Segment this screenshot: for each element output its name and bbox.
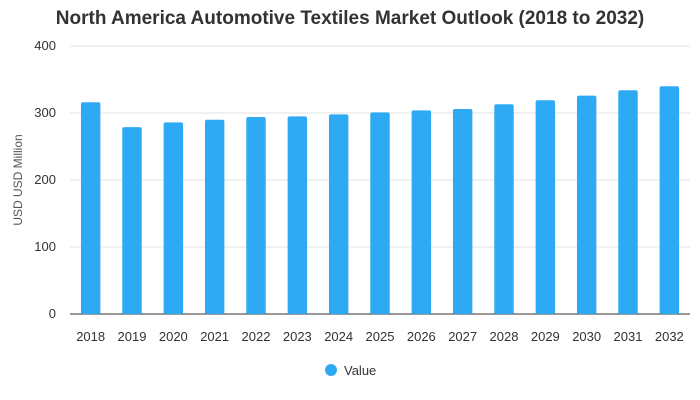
bars [80,86,680,315]
chart-title: North America Automotive Textiles Market… [55,8,645,29]
y-tick-label: 200 [34,172,56,187]
x-tick-label: 2023 [283,329,312,344]
y-tick-label: 400 [34,38,56,53]
x-tick-label: 2020 [159,329,188,344]
x-tick-label: 2025 [366,329,395,344]
bar[interactable] [122,127,142,314]
bar[interactable] [370,112,390,314]
x-tick-label: 2029 [531,329,560,344]
x-tick-label: 2032 [655,329,684,344]
bar[interactable] [163,122,184,314]
x-tick-labels: 2018 2019 2020 2021 2022 2023 2024 2025 2026 2027… [76,329,684,344]
bar[interactable] [659,86,680,314]
bar[interactable] [246,117,266,315]
x-tick-label: 2018 [76,329,105,344]
bar[interactable] [204,119,225,314]
y-tick-label: 300 [34,105,56,120]
x-tick-label: 2027 [448,329,477,344]
x-tick-label: 2026 [407,329,436,344]
bar[interactable] [328,114,349,314]
x-tick-label: 2024 [324,329,353,344]
x-tick-label: 2030 [572,329,601,344]
y-tick-label: 100 [34,239,56,254]
bar[interactable] [80,102,101,314]
legend-label: Value [344,363,376,378]
x-tick-label: 2022 [242,329,271,344]
y-axis-title: USD USD Million [11,134,25,225]
x-tick-label: 2028 [490,329,519,344]
bar[interactable] [411,110,432,314]
bar[interactable] [287,116,308,314]
bar[interactable] [494,104,514,314]
bar[interactable] [452,108,473,314]
y-tick-label: 0 [49,306,56,321]
y-tick-labels: 0 100 200 300 400 [34,38,56,321]
x-tick-label: 2031 [614,329,643,344]
bar[interactable] [535,100,556,315]
legend[interactable]: Value [325,363,376,378]
x-tick-label: 2021 [200,329,229,344]
bar[interactable] [618,90,638,314]
bar[interactable] [576,95,597,314]
legend-swatch-icon [325,364,337,376]
x-tick-label: 2019 [118,329,147,344]
